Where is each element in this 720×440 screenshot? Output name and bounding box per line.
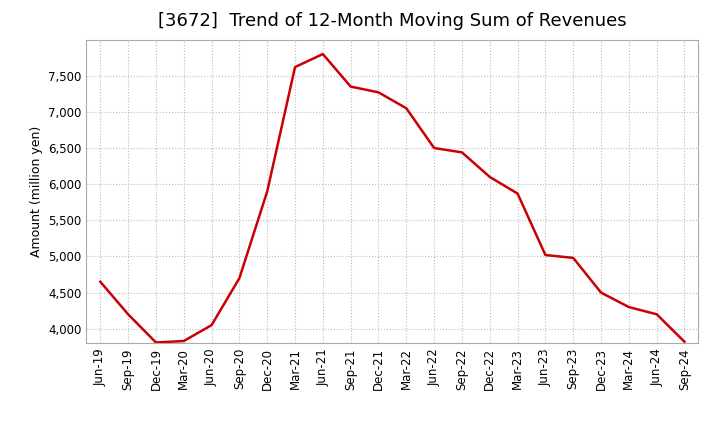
Title: [3672]  Trend of 12-Month Moving Sum of Revenues: [3672] Trend of 12-Month Moving Sum of R… [158, 12, 626, 30]
Y-axis label: Amount (million yen): Amount (million yen) [30, 126, 42, 257]
